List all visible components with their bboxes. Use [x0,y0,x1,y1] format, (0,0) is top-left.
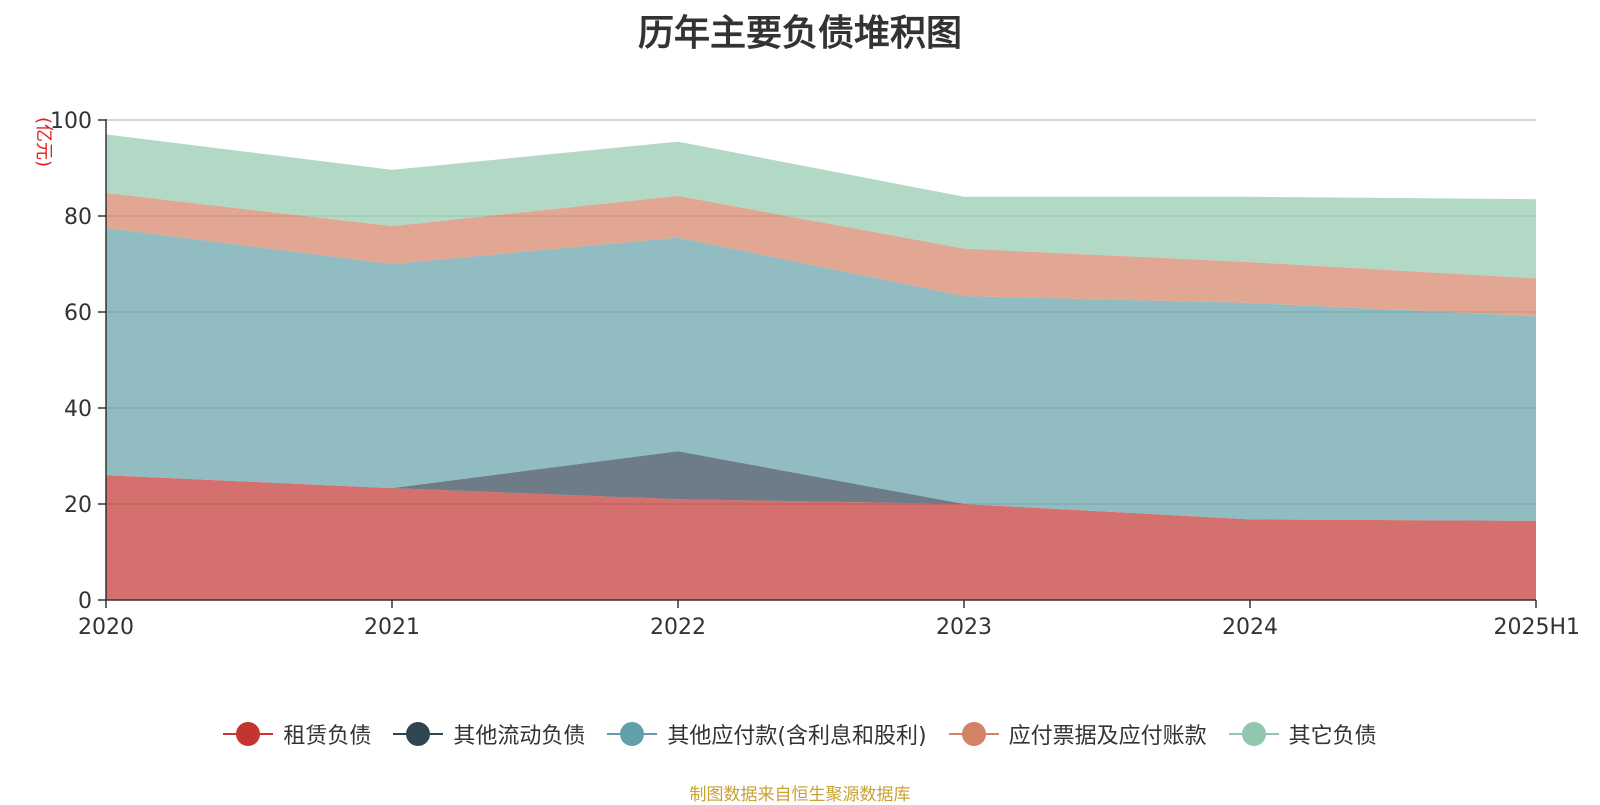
x-tick-label: 2020 [78,615,134,640]
legend-item[interactable]: 应付票据及应付账款 [948,718,1207,750]
y-tick-label: 40 [64,397,92,422]
area-series-5 [106,134,1536,279]
legend-label: 其他流动负债 [453,724,586,749]
legend-swatch-dot [236,722,261,746]
legend-item[interactable]: 其他流动负债 [393,718,585,750]
legend-swatch-dot [961,722,986,746]
legend-item[interactable]: 其它负债 [1228,718,1377,750]
source-note: 制图数据来自恒生聚源数据库 [689,785,911,805]
x-tick-label: 2025H1 [1493,615,1580,640]
area-series-2 [106,451,1536,521]
legend-label: 应付票据及应付账款 [1008,724,1207,749]
y-tick-label: 100 [50,109,92,134]
area-series-3 [106,228,1536,521]
y-axis-unit-label: (亿元) [33,117,54,167]
axes: 0 20 40 60 80 100 2020 2021 2022 2023 2024 2025H1 [50,109,1580,640]
y-tick-label: 80 [64,205,92,230]
legend: 租赁负债 其他流动负债 其他应付款(含利息和股利) 应付票据及应付账款 其它负债 [0,718,1600,750]
chart-title: 历年主要负债堆积图 [637,13,962,54]
legend-label: 其它负债 [1288,724,1377,749]
legend-item[interactable]: 其他应付款(含利息和股利) [607,718,927,750]
legend-swatch [607,721,658,747]
y-tick-label: 0 [78,589,92,614]
area-series-1 [106,475,1536,600]
legend-swatch [1228,721,1279,747]
area-series [106,134,1536,600]
legend-label: 租赁负债 [283,724,372,749]
area-series-4 [106,192,1536,317]
x-tick-label: 2021 [364,615,420,640]
legend-item[interactable]: 租赁负债 [223,718,371,750]
x-tick-label: 2024 [1222,615,1278,640]
x-tick-label: 2022 [650,615,706,640]
legend-label: 其他应付款(含利息和股利) [667,724,927,749]
legend-swatch-dot [1241,722,1266,746]
legend-swatch-dot [620,722,645,746]
legend-swatch [393,721,444,747]
x-tick-label: 2023 [936,615,992,640]
stacked-area-chart: 0 20 40 60 80 100 2020 2021 2022 2023 2024 2025H1 (… [33,109,1580,640]
y-tick-label: 20 [64,493,92,518]
legend-swatch [223,721,274,747]
legend-swatch [948,721,999,747]
legend-swatch-dot [406,722,431,746]
y-tick-label: 60 [64,301,92,326]
